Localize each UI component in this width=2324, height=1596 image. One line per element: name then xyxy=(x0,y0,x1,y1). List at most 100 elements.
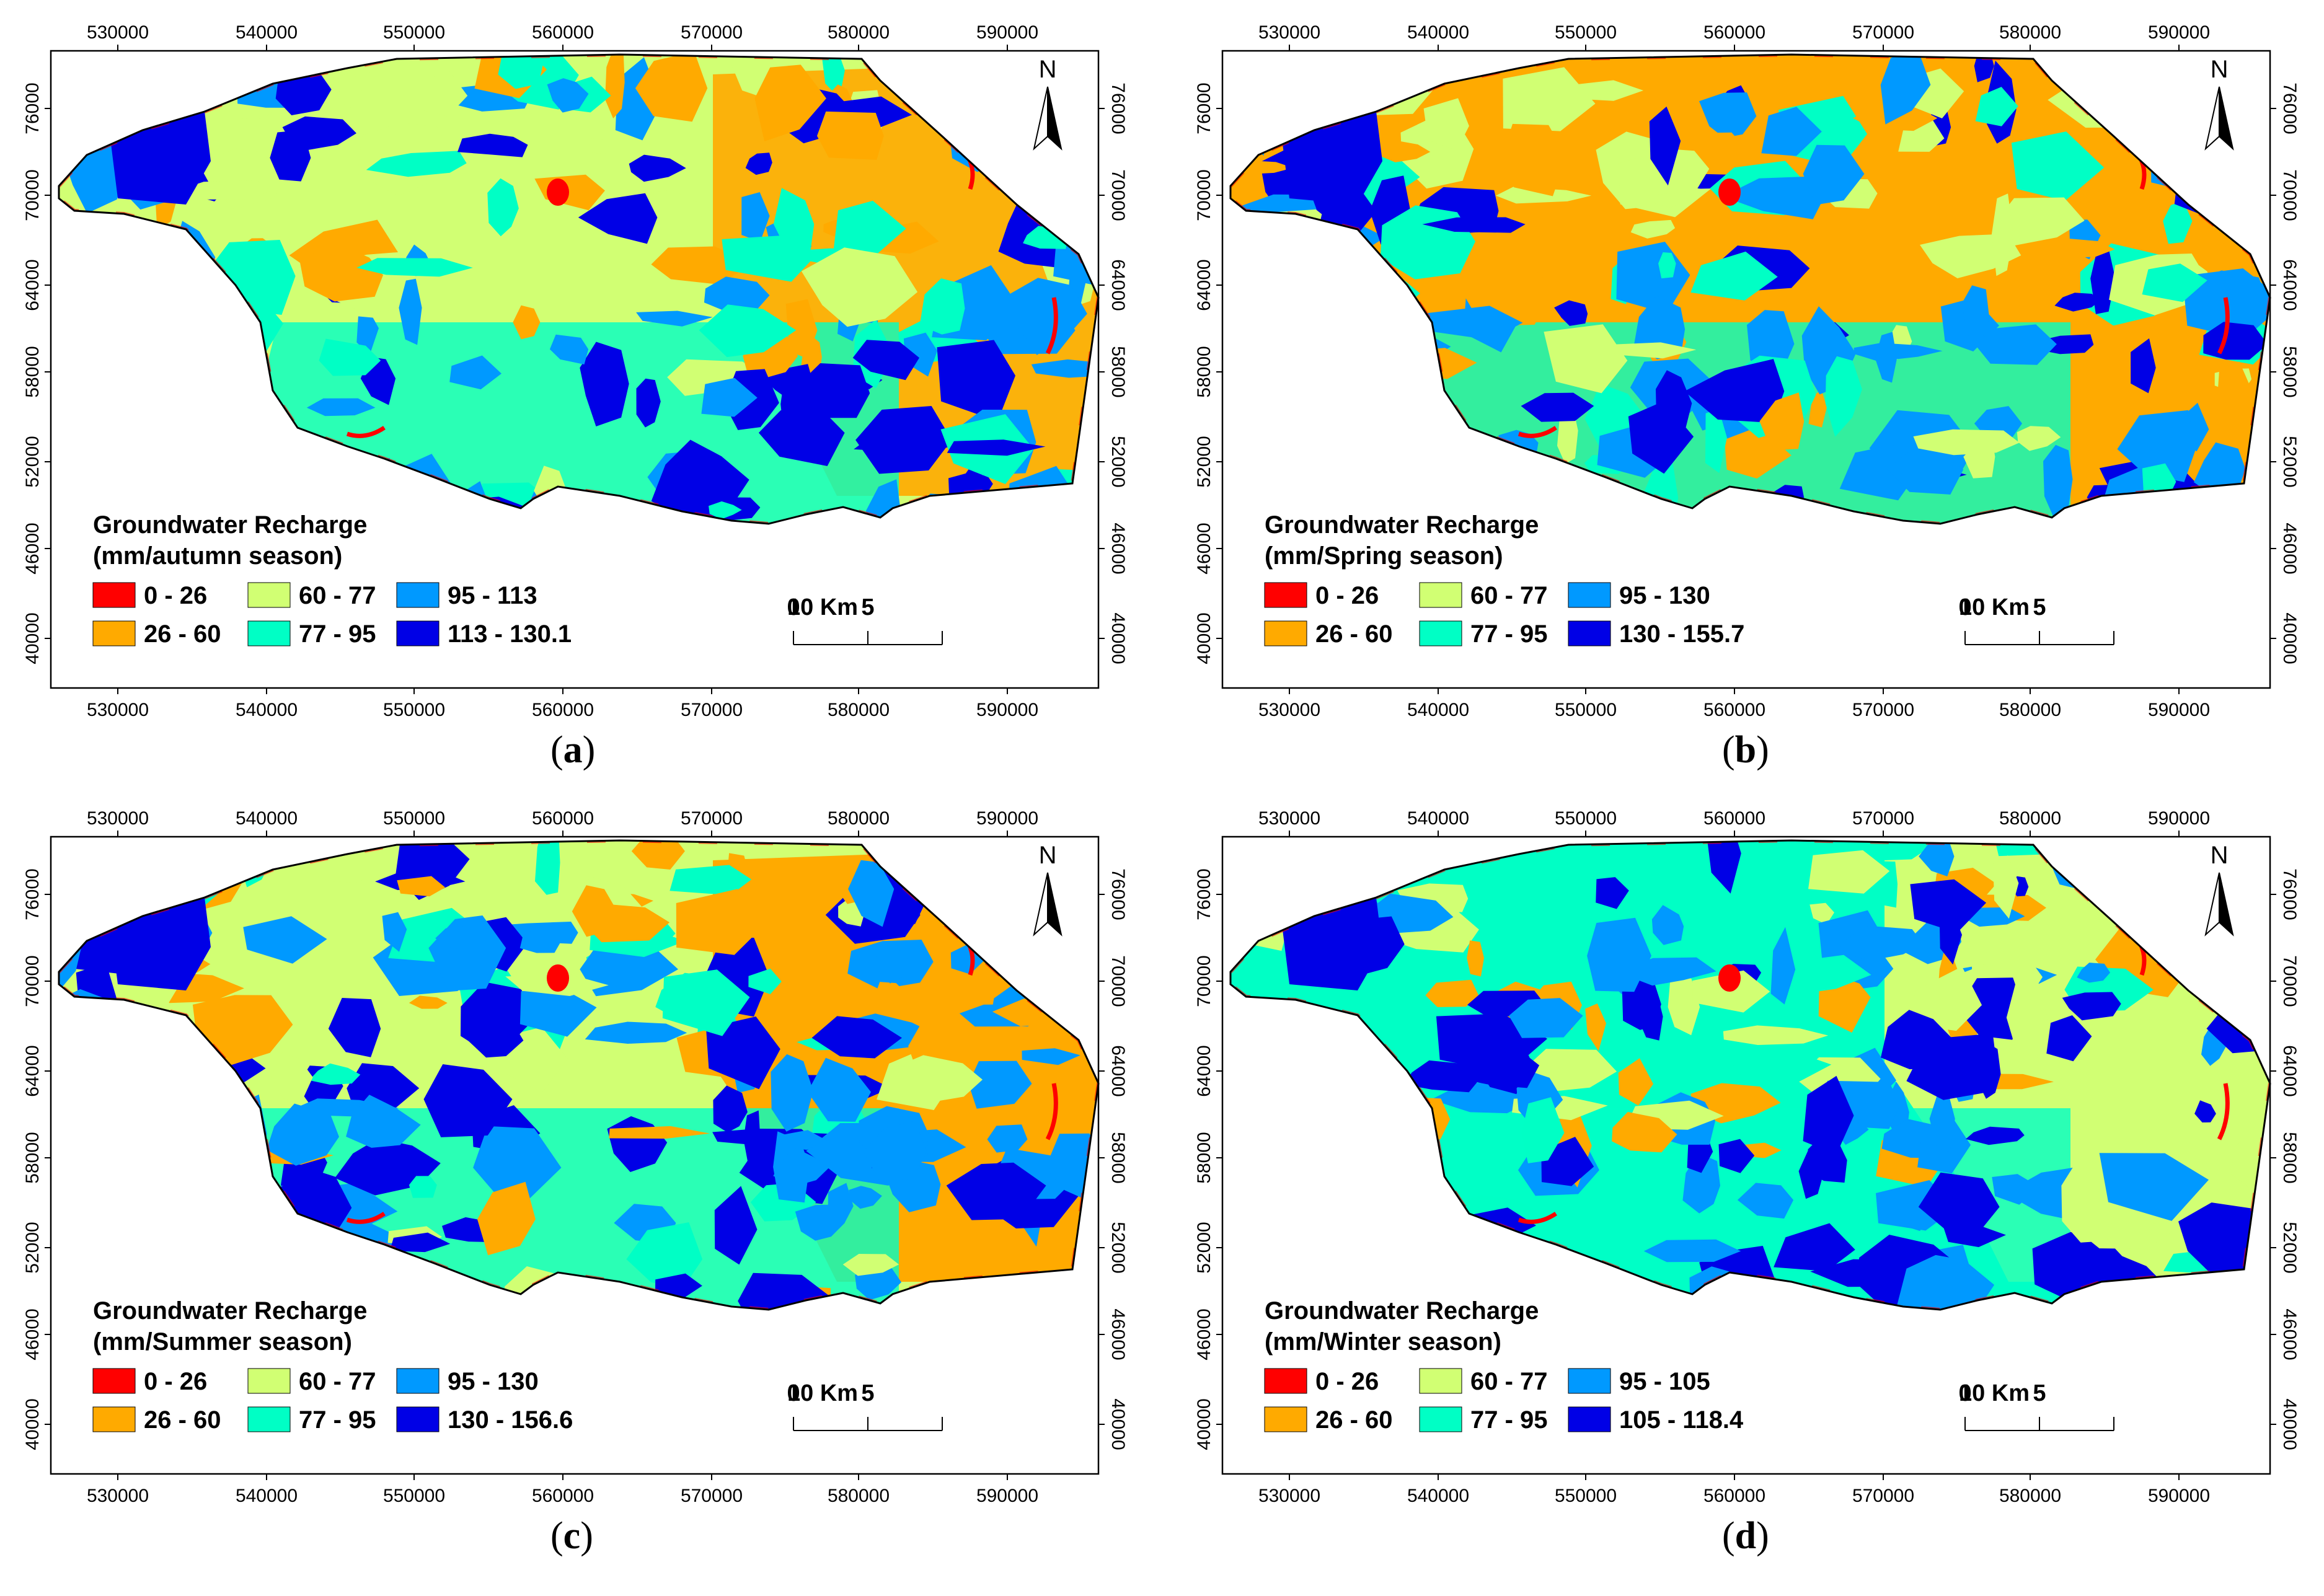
legend-label: 95 - 130 xyxy=(1619,582,1710,609)
y-tick-label-left: 76000 xyxy=(22,868,43,920)
x-tick-label-top: 590000 xyxy=(2148,22,2210,43)
y-tick-label-right: 52000 xyxy=(1108,436,1128,487)
legend-label: 0 - 26 xyxy=(144,1368,207,1395)
scale-bar-label: 10 Km xyxy=(1959,1380,2030,1406)
panel-letter: c xyxy=(563,1515,581,1557)
legend: Groundwater Recharge (mm/Summer season) 0 … xyxy=(92,1297,573,1434)
panel-caption: (c) xyxy=(550,1515,593,1557)
legend-label: 95 - 113 xyxy=(448,582,537,609)
x-tick-label-top: 530000 xyxy=(87,22,149,43)
legend: Groundwater Recharge (mm/Spring season) 0 … xyxy=(1264,511,1744,648)
y-tick-label-right: 40000 xyxy=(1108,1398,1128,1450)
recharge-raster xyxy=(59,840,1098,1310)
y-tick-label-right: 70000 xyxy=(1108,955,1128,1007)
y-tick-label-right: 40000 xyxy=(2279,1398,2300,1450)
y-tick-label-left: 70000 xyxy=(22,169,43,221)
legend-swatch xyxy=(247,1406,291,1432)
legend-label: 105 - 118.4 xyxy=(1619,1406,1744,1434)
legend-label: 60 - 77 xyxy=(1470,582,1548,609)
x-tick-label-top: 550000 xyxy=(383,22,445,43)
y-tick-label-left: 58000 xyxy=(1194,1132,1214,1183)
legend-label: 60 - 77 xyxy=(299,582,376,609)
legend-subtitle: (mm/Winter season) xyxy=(1265,1328,1501,1356)
x-tick-label-bottom: 580000 xyxy=(1999,1486,2061,1506)
y-tick-label-right: 58000 xyxy=(2279,1132,2300,1183)
y-tick-label-left: 64000 xyxy=(22,259,43,311)
y-tick-label-left: 40000 xyxy=(1194,612,1214,664)
y-tick-label-left: 76000 xyxy=(1194,868,1214,920)
x-tick-label-bottom: 580000 xyxy=(828,1486,890,1506)
y-tick-label-left: 70000 xyxy=(22,955,43,1007)
map-frame xyxy=(1221,50,2271,689)
y-tick-label-right: 46000 xyxy=(1108,522,1128,574)
x-tick-label-bottom: 590000 xyxy=(976,700,1038,720)
north-label: N xyxy=(1039,56,1057,83)
legend-swatch xyxy=(247,620,291,646)
panel-letter: a xyxy=(563,729,583,771)
legend-title: Groundwater Recharge xyxy=(93,1297,367,1325)
x-tick-label-bottom: 550000 xyxy=(383,700,445,720)
legend-swatch xyxy=(1419,620,1462,646)
legend-title: Groundwater Recharge xyxy=(1265,511,1539,539)
x-tick-label-top: 530000 xyxy=(1258,808,1320,829)
x-tick-label-top: 580000 xyxy=(828,808,890,829)
x-tick-label-bottom: 560000 xyxy=(532,1486,594,1506)
y-tick-label-left: 64000 xyxy=(1194,259,1214,311)
study-area-outline xyxy=(1229,53,2271,525)
legend-label: 77 - 95 xyxy=(1470,620,1548,648)
x-tick-label-top: 580000 xyxy=(828,22,890,43)
y-tick-label-right: 52000 xyxy=(1108,1222,1128,1273)
legend-swatch xyxy=(396,582,440,608)
x-tick-label-top: 590000 xyxy=(976,808,1038,829)
y-tick-label-right: 58000 xyxy=(2279,346,2300,397)
scale-bar-label: 5 xyxy=(861,594,874,620)
y-tick-label-right: 58000 xyxy=(1108,1132,1128,1183)
y-tick-label-right: 70000 xyxy=(2279,169,2300,221)
map-frame xyxy=(50,50,1100,689)
x-tick-label-bottom: 570000 xyxy=(1852,700,1914,720)
recharge-raster xyxy=(1230,55,2270,524)
y-tick-label-right: 46000 xyxy=(2279,1308,2300,1360)
y-tick-label-right: 64000 xyxy=(2279,1045,2300,1096)
x-tick-label-bottom: 530000 xyxy=(1258,1486,1320,1506)
legend-swatch xyxy=(92,582,136,608)
north-label: N xyxy=(2211,56,2229,83)
scale-bar-label: 10 Km xyxy=(787,594,858,620)
scale-bar: 0 510 Km xyxy=(1958,594,2114,645)
y-tick-label-left: 40000 xyxy=(22,612,43,664)
legend-label: 26 - 60 xyxy=(144,1406,221,1434)
x-tick-label-bottom: 540000 xyxy=(1407,700,1469,720)
scale-bar-label: 0 xyxy=(787,594,800,620)
y-tick-label-left: 70000 xyxy=(1194,169,1214,221)
y-tick-label-left: 76000 xyxy=(1194,82,1214,134)
legend-swatch xyxy=(247,582,291,608)
legend-label: 26 - 60 xyxy=(1315,1406,1393,1434)
legend-swatch xyxy=(1568,582,1611,608)
scale-bar: 0 510 Km xyxy=(787,1380,943,1431)
scale-bar-label: 5 xyxy=(861,1380,874,1406)
recharge-raster xyxy=(59,55,1098,524)
map-svg: 5300005300005400005400005500005500005600… xyxy=(1194,22,2300,720)
legend-label: 60 - 77 xyxy=(299,1368,376,1395)
legend-label: 0 - 26 xyxy=(144,582,207,609)
scale-bar: 0 510 Km xyxy=(1958,1380,2114,1431)
legend-swatch xyxy=(1568,1368,1611,1394)
y-tick-label-right: 52000 xyxy=(2279,436,2300,487)
x-tick-label-bottom: 590000 xyxy=(2148,700,2210,720)
legend-title: Groundwater Recharge xyxy=(93,511,367,539)
x-tick-label-top: 540000 xyxy=(1407,22,1469,43)
legend-title: Groundwater Recharge xyxy=(1265,1297,1539,1325)
legend-label: 26 - 60 xyxy=(144,620,221,648)
legend-swatch xyxy=(396,1368,440,1394)
panel-letter: d xyxy=(1734,1515,1757,1557)
map-panel-c: 530000 530000 540000 540000 550000 550000 5600… xyxy=(0,786,1162,1584)
x-tick-label-top: 580000 xyxy=(1999,808,2061,829)
panel-caption: (b) xyxy=(1722,729,1769,771)
x-tick-label-top: 580000 xyxy=(1999,22,2061,43)
y-tick-label-left: 58000 xyxy=(1194,346,1214,397)
y-tick-label-right: 64000 xyxy=(2279,259,2300,311)
y-tick-label-left: 58000 xyxy=(22,1132,43,1183)
legend-swatch xyxy=(1568,620,1611,646)
x-tick-label-bottom: 540000 xyxy=(1407,1486,1469,1506)
north-arrow-icon: N xyxy=(2204,56,2234,151)
